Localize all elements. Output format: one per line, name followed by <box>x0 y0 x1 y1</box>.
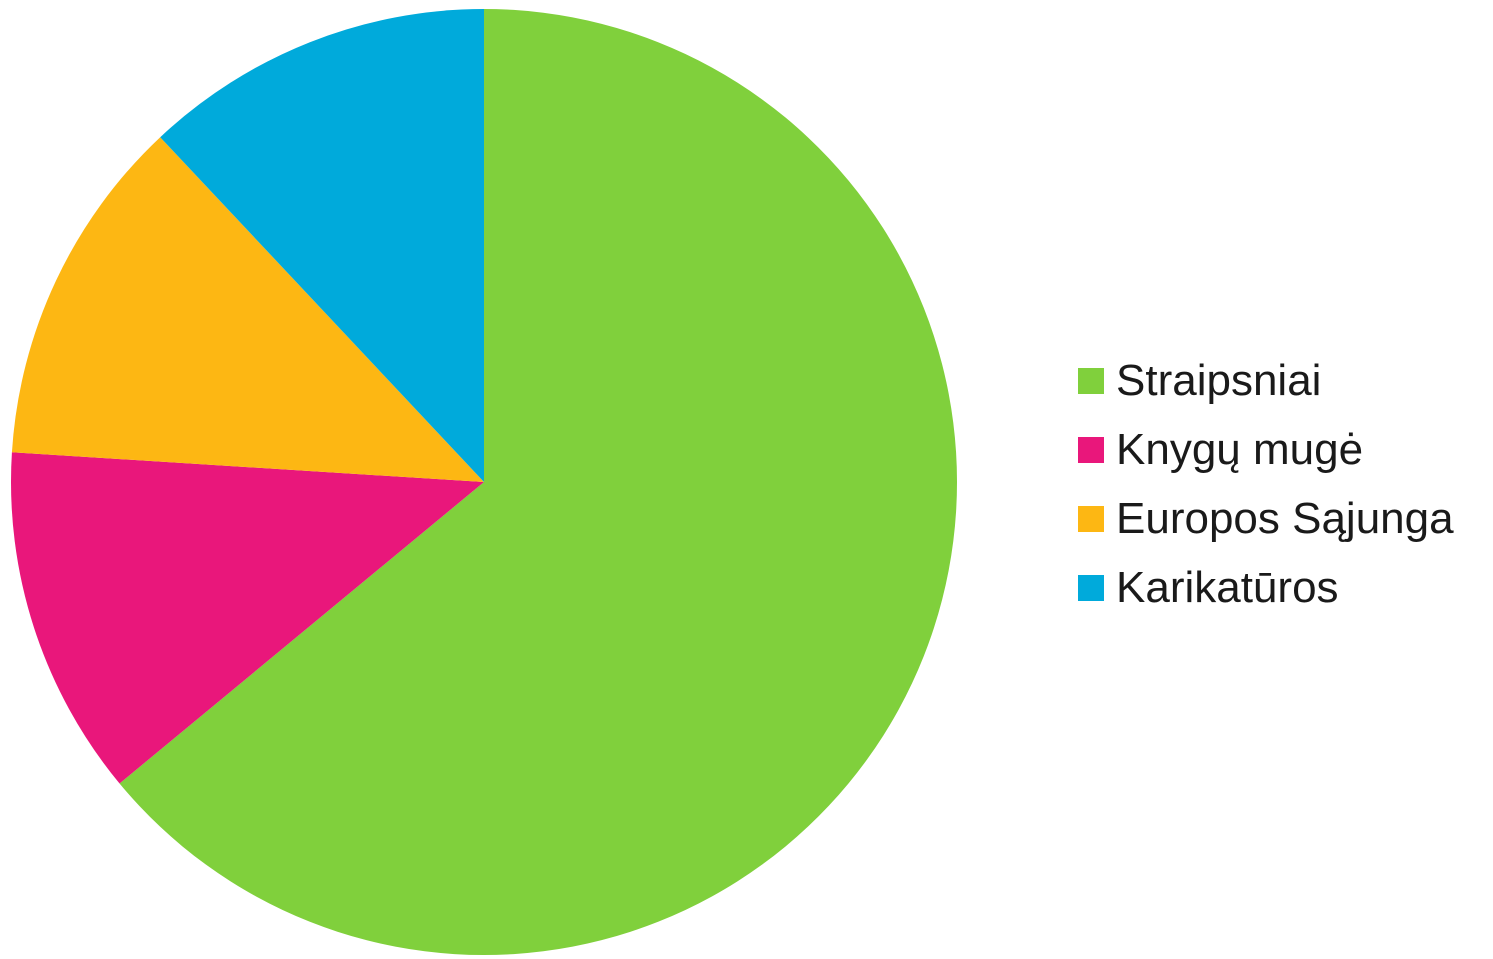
legend-swatch <box>1078 368 1104 394</box>
legend-label: Karikatūros <box>1116 563 1339 613</box>
pie-slices <box>11 9 957 955</box>
legend-swatch <box>1078 437 1104 463</box>
legend-label: Straipsniai <box>1116 356 1321 406</box>
legend-item: Straipsniai <box>1078 346 1454 415</box>
chart-legend: Straipsniai Knygų mugė Europos Sąjunga Kari… <box>1078 346 1454 622</box>
legend-label: Knygų mugė <box>1116 425 1363 475</box>
legend-item: Karikatūros <box>1078 553 1454 622</box>
legend-item: Knygų mugė <box>1078 415 1454 484</box>
legend-swatch <box>1078 506 1104 532</box>
legend-label: Europos Sąjunga <box>1116 494 1454 544</box>
legend-swatch <box>1078 575 1104 601</box>
legend-item: Europos Sąjunga <box>1078 484 1454 553</box>
